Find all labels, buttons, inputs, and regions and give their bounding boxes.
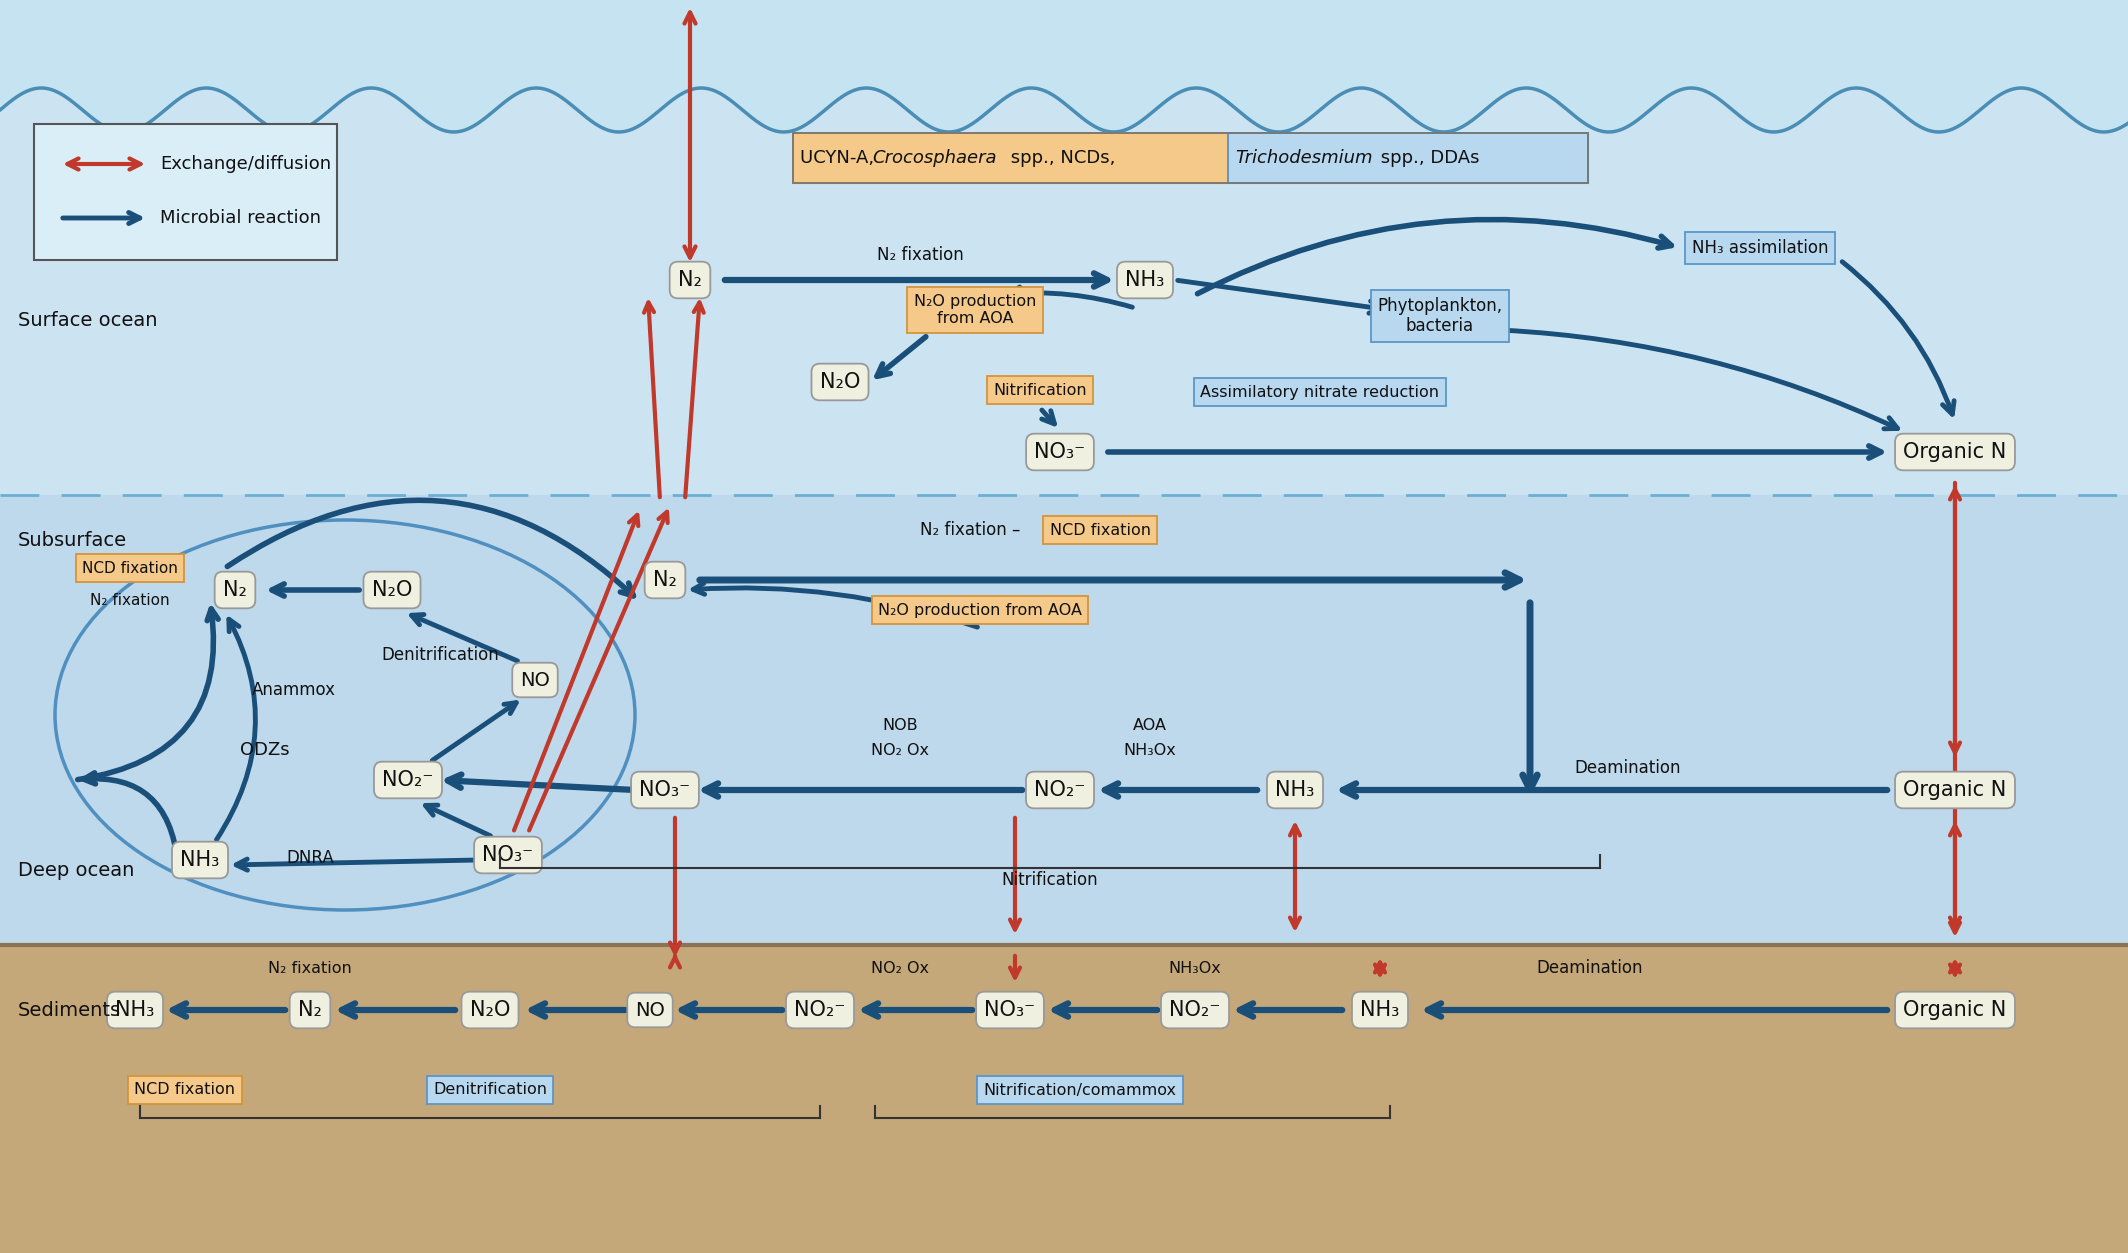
Text: ODZs: ODZs	[240, 741, 289, 759]
Text: NH₃ assimilation: NH₃ assimilation	[1692, 239, 1828, 257]
Text: NO: NO	[634, 1000, 664, 1020]
Text: N₂: N₂	[653, 570, 677, 590]
Text: N₂O production
from AOA: N₂O production from AOA	[913, 293, 1036, 326]
Text: UCYN-A,: UCYN-A,	[800, 149, 879, 167]
Text: DNRA: DNRA	[285, 850, 334, 867]
Text: NH₃Ox: NH₃Ox	[1124, 743, 1177, 758]
Bar	[0, 495, 2128, 945]
Text: Phytoplankton,
bacteria: Phytoplankton, bacteria	[1377, 297, 1502, 336]
Text: NO₂⁻: NO₂⁻	[1034, 781, 1085, 799]
Text: N₂ fixation: N₂ fixation	[89, 593, 170, 608]
Text: NO₃⁻: NO₃⁻	[1034, 442, 1085, 462]
Text: NO₃⁻: NO₃⁻	[638, 781, 692, 799]
Bar	[0, 945, 2128, 1253]
Text: NH₃: NH₃	[115, 1000, 155, 1020]
Bar	[1228, 133, 1587, 183]
Text: N₂: N₂	[223, 580, 247, 600]
Text: NO: NO	[519, 670, 549, 689]
Bar	[1228, 133, 1587, 183]
Text: NO₃⁻: NO₃⁻	[985, 1000, 1036, 1020]
Text: NCD fixation: NCD fixation	[1049, 523, 1151, 538]
Text: Assimilatory nitrate reduction: Assimilatory nitrate reduction	[1200, 385, 1439, 400]
Text: N₂O: N₂O	[372, 580, 413, 600]
Text: NH₃: NH₃	[181, 850, 219, 870]
Text: Denitrification: Denitrification	[381, 647, 498, 664]
Text: N₂ fixation: N₂ fixation	[268, 961, 351, 976]
Text: Organic N: Organic N	[1902, 442, 2007, 462]
Text: NH₃: NH₃	[1360, 1000, 1400, 1020]
Bar	[794, 133, 1228, 183]
Text: Denitrification: Denitrification	[432, 1083, 547, 1098]
Bar	[794, 133, 1587, 183]
Text: NOB: NOB	[883, 718, 917, 733]
FancyBboxPatch shape	[34, 124, 336, 261]
Text: Deamination: Deamination	[1536, 959, 1643, 977]
Text: Surface ocean: Surface ocean	[17, 311, 157, 330]
Text: NO₂ Ox: NO₂ Ox	[870, 743, 930, 758]
Text: N₂: N₂	[298, 1000, 321, 1020]
Text: NH₃: NH₃	[1126, 269, 1164, 289]
Text: Anammox: Anammox	[251, 680, 336, 699]
Text: N₂O production from AOA: N₂O production from AOA	[879, 603, 1081, 618]
Text: N₂: N₂	[679, 269, 702, 289]
Text: NO₃⁻: NO₃⁻	[483, 845, 534, 865]
Text: NCD fixation: NCD fixation	[134, 1083, 236, 1098]
Text: N₂ fixation: N₂ fixation	[877, 246, 964, 264]
Text: Exchange/diffusion: Exchange/diffusion	[160, 155, 332, 173]
Text: NO₂⁻: NO₂⁻	[1168, 1000, 1221, 1020]
Text: spp., DDAs: spp., DDAs	[1375, 149, 1479, 167]
Text: Nitrification: Nitrification	[994, 382, 1087, 397]
Text: Crocosphaera: Crocosphaera	[872, 149, 996, 167]
Text: N₂O: N₂O	[470, 1000, 511, 1020]
Text: NO₂⁻: NO₂⁻	[794, 1000, 845, 1020]
Text: Trichodesmium: Trichodesmium	[1234, 149, 1373, 167]
Text: NH₃: NH₃	[1275, 781, 1315, 799]
Text: spp., NCDs,: spp., NCDs,	[1004, 149, 1121, 167]
Text: Nitrification/comammox: Nitrification/comammox	[983, 1083, 1177, 1098]
Text: Organic N: Organic N	[1902, 1000, 2007, 1020]
Text: N₂ fixation –: N₂ fixation –	[919, 521, 1026, 539]
Text: NO₂⁻: NO₂⁻	[383, 771, 434, 789]
Text: Nitrification: Nitrification	[1002, 871, 1098, 888]
Text: Deep ocean: Deep ocean	[17, 861, 134, 880]
Text: Microbial reaction: Microbial reaction	[160, 209, 321, 227]
Text: NH₃Ox: NH₃Ox	[1168, 961, 1221, 976]
Text: AOA: AOA	[1132, 718, 1166, 733]
Text: Organic N: Organic N	[1902, 781, 2007, 799]
Text: NO₂ Ox: NO₂ Ox	[870, 961, 930, 976]
Bar	[794, 133, 1228, 183]
Text: NCD fixation: NCD fixation	[83, 560, 179, 575]
Text: Sediments: Sediments	[17, 1000, 121, 1020]
Text: Subsurface: Subsurface	[17, 530, 128, 550]
Text: Deamination: Deamination	[1575, 759, 1681, 777]
Text: N₂O: N₂O	[819, 372, 860, 392]
